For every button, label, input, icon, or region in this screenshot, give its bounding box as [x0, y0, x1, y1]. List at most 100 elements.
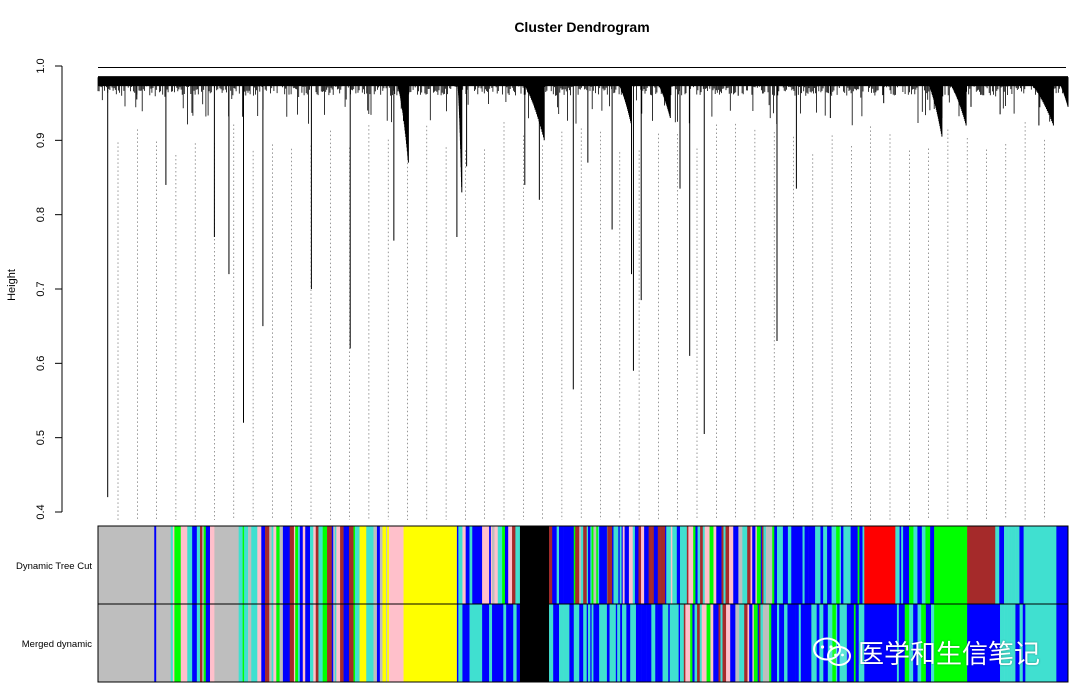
module-stripe: [518, 526, 521, 604]
module-stripe: [563, 604, 566, 682]
module-block: [154, 604, 157, 682]
module-stripe: [668, 604, 671, 682]
module-stripe: [244, 526, 249, 604]
module-stripe: [619, 604, 621, 682]
module-stripe: [269, 526, 272, 604]
module-stripe: [335, 526, 337, 604]
module-stripe: [575, 526, 580, 604]
module-stripe: [641, 604, 647, 682]
module-stripe: [813, 526, 816, 604]
module-block: [1056, 526, 1069, 604]
module-stripe: [818, 526, 821, 604]
module-stripe: [506, 604, 510, 682]
module-stripe: [1024, 604, 1026, 682]
module-stripe: [603, 526, 608, 604]
module-stripe: [660, 526, 666, 604]
module-stripe: [638, 526, 642, 604]
module-stripe: [597, 604, 600, 682]
module-stripe: [199, 604, 203, 682]
module-stripe: [909, 604, 914, 682]
module-stripe: [337, 604, 341, 682]
module-stripe: [210, 526, 214, 604]
module-stripe: [492, 526, 495, 604]
module-stripe: [213, 526, 215, 604]
module-stripe: [238, 526, 242, 604]
module-stripe: [563, 526, 566, 604]
module-stripe: [678, 604, 681, 682]
module-block: [1025, 526, 1057, 604]
module-stripe: [930, 526, 934, 604]
module-stripe: [694, 604, 698, 682]
module-block: [1025, 604, 1057, 682]
module-stripe: [489, 526, 492, 604]
module-bar-label: Merged dynamic: [22, 639, 92, 650]
module-stripe: [318, 604, 323, 682]
module-stripe: [241, 604, 243, 682]
module-stripe: [494, 526, 499, 604]
module-stripe: [666, 526, 672, 604]
module-block: [389, 526, 404, 604]
module-stripe: [775, 604, 778, 682]
module-stripe: [780, 526, 784, 604]
module-stripe: [791, 526, 795, 604]
module-stripe: [657, 604, 663, 682]
module-stripe: [508, 526, 513, 604]
module-stripe: [553, 604, 557, 682]
module-stripe: [622, 526, 625, 604]
module-stripe: [737, 526, 739, 604]
module-stripe: [756, 526, 762, 604]
module-stripe: [663, 604, 669, 682]
module-stripe: [849, 604, 855, 682]
module-stripe: [840, 526, 844, 604]
module-stripe: [819, 604, 824, 682]
module-stripe: [279, 604, 284, 682]
module-stripe: [665, 526, 667, 604]
module-stripe: [244, 604, 249, 682]
y-tick-label: 0.8: [35, 207, 47, 222]
module-stripe: [549, 526, 553, 604]
module-stripe: [777, 526, 782, 604]
module-stripe: [624, 526, 630, 604]
module-stripe: [632, 604, 637, 682]
module-stripe: [518, 604, 520, 682]
module-stripe: [752, 604, 755, 682]
module-stripe: [995, 604, 1001, 682]
module-stripe: [368, 604, 374, 682]
module-stripe: [596, 604, 599, 682]
module-stripe: [310, 526, 314, 604]
module-stripe: [1019, 526, 1024, 604]
module-stripe: [795, 604, 800, 682]
module-stripe: [921, 526, 926, 604]
module-stripe: [820, 526, 824, 604]
module-stripe: [1015, 604, 1020, 682]
y-tick-label: 0.7: [35, 281, 47, 296]
module-stripe: [729, 526, 734, 604]
module-stripe: [302, 604, 306, 682]
module-stripe: [742, 526, 748, 604]
module-stripe: [859, 526, 863, 604]
module-stripe: [710, 604, 714, 682]
y-tick-label: 0.5: [35, 430, 47, 445]
module-stripe: [590, 526, 592, 604]
module-block: [864, 604, 896, 682]
module-stripe: [517, 526, 519, 604]
cluster-tail: [456, 77, 463, 193]
module-stripe: [857, 526, 860, 604]
module-stripe: [649, 604, 652, 682]
module-stripe: [895, 604, 898, 682]
module-stripe: [462, 526, 466, 604]
module-stripe: [925, 604, 930, 682]
module-stripe: [669, 604, 675, 682]
module-stripe: [925, 526, 931, 604]
module-stripe: [913, 604, 918, 682]
module-block: [98, 604, 155, 682]
module-stripe: [489, 604, 493, 682]
module-stripe: [853, 526, 858, 604]
module-stripe: [279, 526, 284, 604]
module-stripe: [908, 526, 914, 604]
module-block: [934, 604, 968, 682]
module-stripe: [832, 526, 837, 604]
module-stripe: [493, 604, 497, 682]
module-block: [156, 526, 172, 604]
module-stripe: [1004, 526, 1009, 604]
